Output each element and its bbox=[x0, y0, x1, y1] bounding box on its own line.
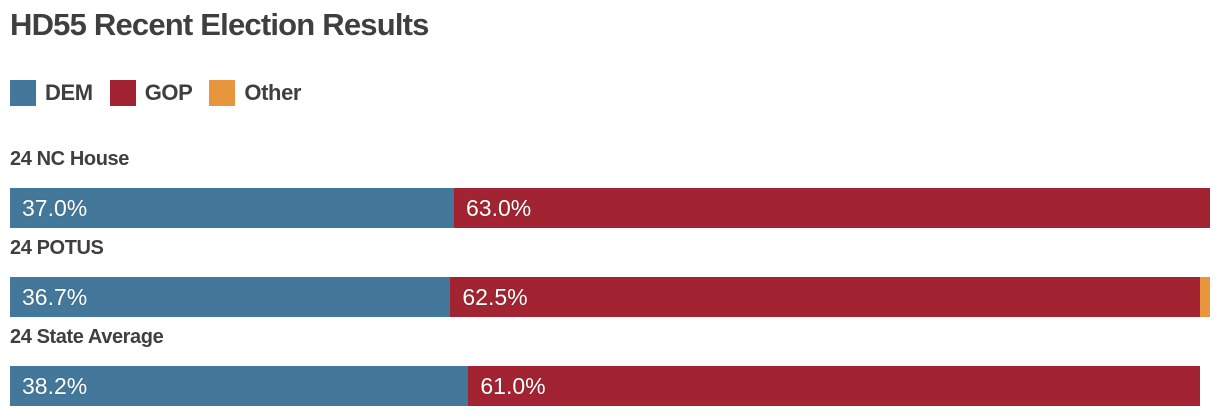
gop-color-swatch bbox=[109, 80, 136, 106]
bar-segment-gop: 61.0% bbox=[468, 366, 1201, 406]
bar-row-nc-house: 24 NC House 37.0% 63.0% bbox=[10, 148, 1210, 228]
legend-label-other: Other bbox=[244, 80, 302, 105]
legend-item-dem: DEM bbox=[10, 80, 93, 106]
stacked-bar-chart: 24 NC House 37.0% 63.0% 24 POTUS 36.7% 62.… bbox=[10, 148, 1210, 406]
other-color-swatch bbox=[209, 80, 236, 106]
bar-segment-dem: 37.0% bbox=[10, 188, 454, 228]
bar-segment-value: 37.0% bbox=[22, 194, 88, 221]
hd55-results-card: HD55 Recent Election Results DEM GOP Oth… bbox=[10, 7, 1210, 406]
legend-item-other: Other bbox=[209, 80, 301, 106]
bar-segment-value: 38.2% bbox=[22, 372, 88, 399]
bar-segment-dem: 38.2% bbox=[10, 366, 469, 406]
bar-row-label: 24 POTUS bbox=[10, 237, 104, 259]
bar-segment-gop: 62.5% bbox=[450, 277, 1201, 317]
bar-row-state-average: 24 State Average 38.2% 61.0% bbox=[10, 326, 1210, 406]
bar-row-potus: 24 POTUS 36.7% 62.5% bbox=[10, 237, 1210, 317]
bar-segment-other bbox=[1200, 277, 1210, 317]
legend-label-gop: GOP bbox=[144, 80, 193, 105]
legend-label-dem: DEM bbox=[45, 80, 93, 105]
bar-segment-dem: 36.7% bbox=[10, 277, 451, 317]
bar-segment-gop: 63.0% bbox=[454, 188, 1210, 228]
bar-segment-value: 61.0% bbox=[480, 372, 546, 399]
bar-row-label: 24 NC House bbox=[10, 148, 129, 170]
stacked-bar: 38.2% 61.0% bbox=[10, 366, 1210, 406]
legend: DEM GOP Other bbox=[10, 80, 1210, 106]
bar-segment-value: 36.7% bbox=[22, 283, 88, 310]
legend-item-gop: GOP bbox=[109, 80, 193, 106]
stacked-bar: 36.7% 62.5% bbox=[10, 277, 1210, 317]
stacked-bar: 37.0% 63.0% bbox=[10, 188, 1210, 228]
dem-color-swatch bbox=[10, 80, 36, 106]
bar-row-label: 24 State Average bbox=[10, 326, 164, 348]
page-title: HD55 Recent Election Results bbox=[10, 7, 429, 42]
bar-segment-value: 63.0% bbox=[466, 194, 532, 221]
bar-segment-value: 62.5% bbox=[462, 283, 528, 310]
